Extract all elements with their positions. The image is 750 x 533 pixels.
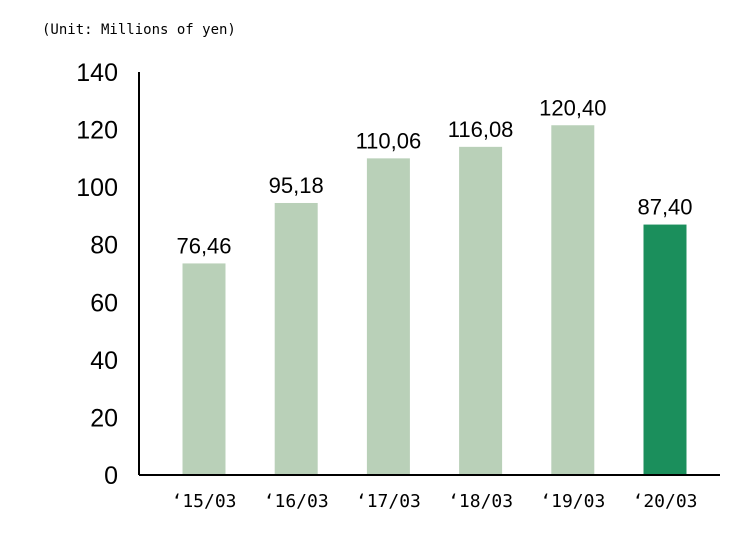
bar (366, 158, 410, 475)
y-tick-label: 80 (90, 232, 118, 260)
data-label: 120,40 (539, 95, 606, 120)
unit-note: (Unit: Millions of yen) (42, 22, 236, 38)
y-tick-label: 100 (76, 174, 118, 202)
bar (643, 224, 687, 475)
data-labels: 76,46 95,18 110,06 116,08 120,40 87,40 (176, 95, 692, 258)
x-axis-ticks: ‘15/03 ‘16/03 ‘17/03 ‘18/03 ‘19/03 ‘20/03 (171, 491, 697, 512)
bar (551, 125, 595, 475)
bars (182, 125, 687, 476)
bar (274, 202, 318, 475)
x-tick-label: ‘20/03 (632, 491, 697, 512)
data-label: 76,46 (176, 233, 231, 258)
x-tick-label: ‘16/03 (264, 491, 329, 512)
x-tick-label: ‘17/03 (356, 491, 421, 512)
x-tick-label: ‘19/03 (540, 491, 605, 512)
x-tick-label: ‘18/03 (448, 491, 513, 512)
y-tick-label: 20 (90, 404, 118, 432)
y-tick-label: 60 (90, 289, 118, 317)
data-label: 87,40 (637, 195, 692, 220)
y-axis-ticks: 0 20 40 60 80 100 120 140 (76, 59, 118, 490)
y-tick-label: 140 (76, 59, 118, 87)
data-label: 116,08 (448, 117, 514, 142)
bar (182, 263, 226, 475)
data-label: 110,06 (356, 128, 422, 153)
y-tick-label: 0 (104, 462, 118, 490)
y-tick-label: 40 (90, 347, 118, 375)
bar (459, 146, 503, 476)
data-label: 95,18 (269, 173, 324, 198)
y-tick-label: 120 (76, 117, 118, 145)
x-tick-label: ‘15/03 (171, 491, 236, 512)
